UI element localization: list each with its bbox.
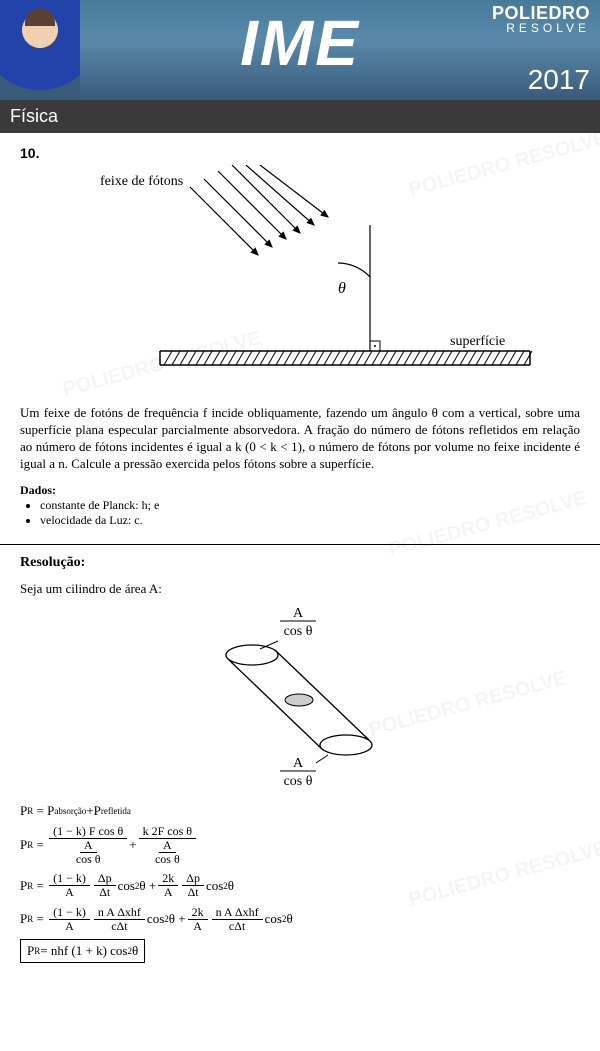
svg-text:A: A bbox=[293, 606, 304, 621]
equation-2: PR = (1 − k) F cos θ Acos θ + k 2F cos θ… bbox=[20, 825, 580, 867]
section-divider bbox=[0, 544, 600, 545]
surface-label: superfície bbox=[450, 334, 505, 349]
resolution-intro: Seja um cilindro de área A: bbox=[20, 581, 580, 597]
data-heading: Dados: bbox=[20, 483, 580, 498]
brand-subtitle: RESOLVE bbox=[492, 22, 590, 34]
svg-text:cos θ: cos θ bbox=[284, 774, 313, 785]
svg-text:cos θ: cos θ bbox=[284, 624, 313, 639]
subject-bar: Física bbox=[0, 100, 600, 133]
equation-3: PR = (1 − k)A ΔpΔt cos2 θ + 2kA ΔpΔt cos… bbox=[20, 872, 580, 899]
angle-label: θ bbox=[338, 280, 346, 297]
equation-5-final: PR = nhf (1 + k) cos2 θ bbox=[20, 939, 580, 963]
avatar bbox=[0, 0, 80, 100]
exam-title: IME bbox=[240, 6, 360, 80]
exam-year: 2017 bbox=[528, 64, 590, 96]
data-item: constante de Planck: h; e bbox=[40, 498, 580, 513]
brand-name: POLIEDRO bbox=[492, 4, 590, 22]
data-item: velocidade da Luz: c. bbox=[40, 513, 580, 528]
page-content: POLIEDRO RESOLVE POLIEDRO RESOLVE POLIED… bbox=[0, 133, 600, 989]
equation-1: PR = Pabsorção + Prefletida bbox=[20, 803, 580, 819]
brand-block: POLIEDRO RESOLVE bbox=[492, 4, 590, 34]
question-number: 10. bbox=[20, 145, 580, 161]
header-banner: IME POLIEDRO RESOLVE 2017 bbox=[0, 0, 600, 100]
problem-diagram: feixe de fótons θ superfície bbox=[40, 165, 560, 395]
equation-4: PR = (1 − k)A n A ΔxhfcΔt cos2 θ + 2kA n… bbox=[20, 906, 580, 933]
svg-text:A: A bbox=[293, 756, 304, 771]
data-list: constante de Planck: h; e velocidade da … bbox=[20, 498, 580, 528]
problem-statement: Um feixe de fotóns de frequência f incid… bbox=[20, 405, 580, 473]
photon-beam-label: feixe de fótons bbox=[100, 174, 183, 189]
resolution-heading: Resolução: bbox=[20, 555, 580, 571]
cylinder-diagram: A cos θ A cos θ bbox=[170, 605, 430, 785]
